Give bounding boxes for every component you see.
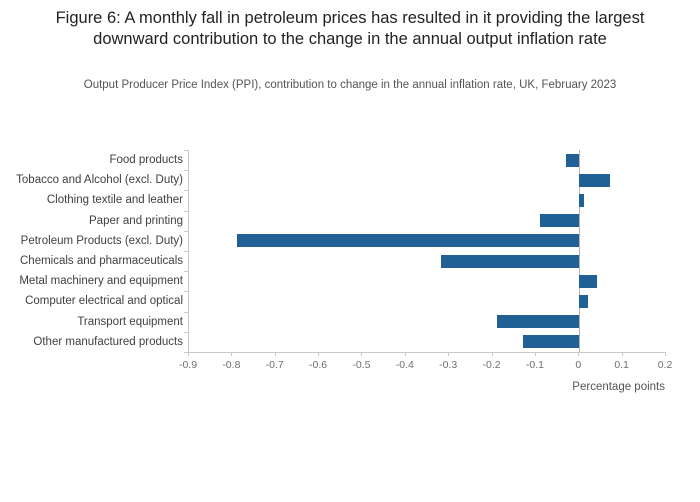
x-tick-mark: [665, 352, 666, 356]
x-tick-mark: [231, 352, 233, 356]
zero-line: [579, 150, 581, 352]
y-axis-tick: [184, 230, 189, 232]
figure-title: Figure 6: A monthly fall in petroleum pr…: [55, 9, 645, 49]
x-tick-mark: [621, 352, 623, 356]
x-tick-label: 0: [575, 359, 582, 371]
category-label: Tobacco and Alcohol (excl. Duty): [16, 174, 183, 187]
y-axis-tick: [184, 331, 189, 333]
category-label: Food products: [109, 154, 183, 167]
x-tick-label: 0.1: [614, 359, 629, 371]
x-tick-label: -0.1: [525, 359, 544, 371]
category-label: Metal machinery and equipment: [19, 275, 183, 288]
plot-area: [184, 150, 666, 353]
x-tick-label: -0.9: [178, 359, 198, 371]
bar: [522, 335, 580, 349]
category-label: Petroleum Products (excl. Duty): [20, 234, 183, 247]
x-tick-label: -0.6: [309, 359, 328, 371]
figure-subtitle: Output Producer Price Index (PPI), contr…: [83, 79, 617, 91]
bar: [579, 274, 597, 288]
bar: [579, 193, 584, 208]
x-tick-mark: [534, 352, 536, 356]
y-axis-tick: [184, 150, 189, 151]
x-tick-mark: [318, 352, 320, 356]
category-label: Transport equipment: [77, 315, 183, 328]
y-axis-tick: [184, 291, 189, 293]
x-tick-mark: [274, 352, 276, 356]
x-axis-label: Percentage points: [572, 381, 665, 393]
bar: [566, 153, 580, 167]
x-tick-label: -0.5: [352, 359, 371, 371]
x-tick-mark: [361, 352, 363, 356]
y-axis-tick: [184, 271, 189, 273]
x-tick-label: -0.3: [439, 359, 458, 371]
x-tick-mark: [491, 352, 493, 356]
y-axis-tick: [184, 311, 189, 313]
x-axis: -0.9 -0.8 -0.7 -0.6 -0.5 -0.4 -0.3 -0.2 -0.1 0 0.1…: [179, 352, 672, 376]
x-tick-mark: [404, 352, 406, 356]
x-tick-label: -0.4: [395, 359, 414, 371]
x-tick-label: -0.7: [265, 359, 284, 371]
category-label: Paper and printing: [89, 214, 183, 227]
category-labels: Food products Tobacco and Alcohol (excl. …: [0, 150, 183, 352]
category-label: Computer electrical and optical: [25, 295, 183, 308]
x-tick-mark: [578, 352, 580, 356]
x-tick-label: -0.2: [482, 359, 501, 371]
bar: [579, 173, 610, 187]
bar: [579, 294, 588, 309]
x-tick-mark: [448, 352, 450, 356]
category-label: Clothing textile and leather: [46, 194, 183, 207]
y-axis-tick: [184, 352, 189, 353]
bar: [236, 234, 580, 248]
y-axis-tick: [184, 170, 189, 172]
y-axis-tick: [184, 251, 189, 252]
category-label: Other manufactured products: [33, 335, 183, 348]
bar: [440, 254, 580, 268]
y-axis-tick: [184, 210, 189, 212]
y-axis-tick: [184, 190, 189, 192]
bar: [540, 214, 580, 228]
x-tick-label: 0.2: [657, 359, 673, 371]
x-tick-mark: [188, 352, 189, 356]
category-label: Chemicals and pharmaceuticals: [20, 255, 183, 268]
bar: [496, 315, 580, 329]
x-tick-label: -0.8: [222, 359, 241, 371]
